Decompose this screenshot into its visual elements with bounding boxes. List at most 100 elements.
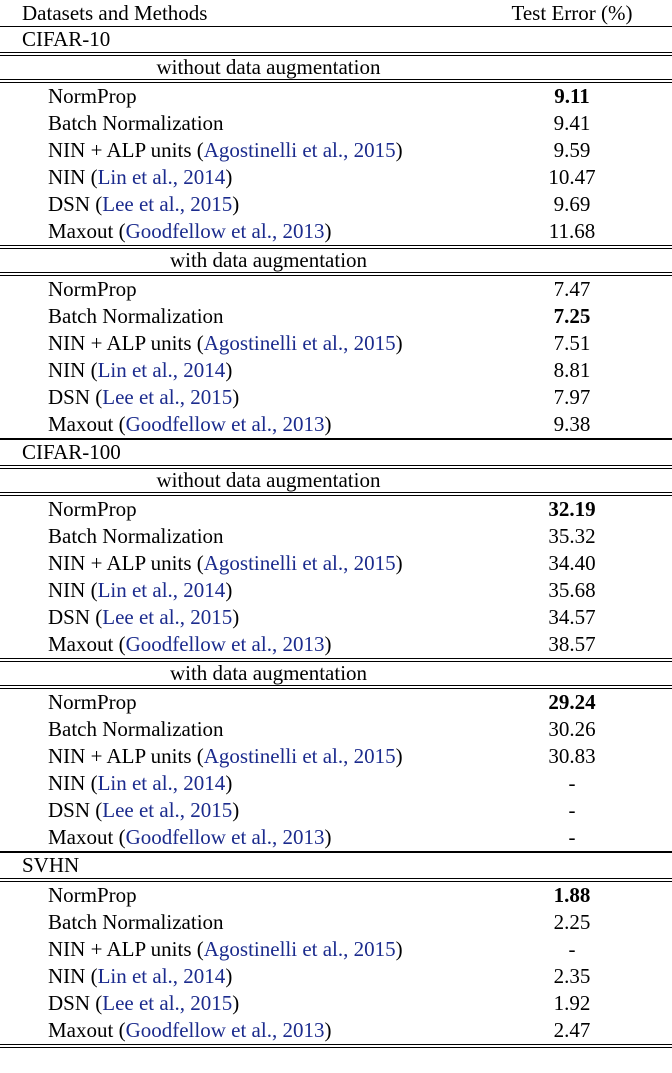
method-name-text: NIN (: [48, 358, 98, 382]
method-label-close-paren: ): [232, 991, 240, 1015]
method-name-text: NIN + ALP units (: [48, 551, 204, 575]
test-error-value: 38.57: [548, 632, 596, 656]
method-name-text: NIN (: [48, 165, 98, 189]
method-name-text: DSN (: [48, 192, 103, 216]
test-error-value: 1.88: [553, 883, 591, 907]
dataset-label: CIFAR-100: [22, 440, 121, 464]
method-label-close-paren: ): [232, 798, 240, 822]
test-error-value: 9.11: [554, 84, 590, 108]
method-label: NIN + ALP units (Agostinelli et al., 201…: [0, 331, 497, 356]
method-row: Maxout (Goodfellow et al., 2013) 38.57: [0, 631, 672, 658]
method-row: NIN + ALP units (Agostinelli et al., 201…: [0, 550, 672, 577]
method-row: Batch Normalization 7.25: [0, 303, 672, 330]
subtitle-label: without data augmentation: [156, 468, 381, 492]
citation-link[interactable]: Goodfellow et al., 2013: [125, 412, 325, 436]
test-error-value: 11.68: [548, 219, 596, 243]
dataset-row-svhn: SVHN: [0, 853, 672, 878]
method-label-close-paren: ): [324, 632, 332, 656]
citation-link[interactable]: Lee et al., 2015: [102, 798, 233, 822]
method-label-close-paren: ): [225, 358, 233, 382]
method-row: DSN (Lee et al., 2015) 7.97: [0, 384, 672, 411]
test-error-value: 9.59: [553, 138, 591, 162]
citation-link[interactable]: Agostinelli et al., 2015: [203, 138, 396, 162]
method-row: NIN + ALP units (Agostinelli et al., 201…: [0, 137, 672, 164]
subtitle-row-without-data-augmentation: without data augmentation: [0, 55, 672, 79]
citation-link[interactable]: Lee et al., 2015: [102, 991, 233, 1015]
method-name-text: Batch Normalization: [48, 524, 224, 548]
citation-link[interactable]: Goodfellow et al., 2013: [125, 219, 325, 243]
method-row: Maxout (Goodfellow et al., 2013) 11.68: [0, 218, 672, 245]
citation-link[interactable]: Agostinelli et al., 2015: [203, 551, 396, 575]
test-error-value: -: [568, 798, 576, 822]
method-label: Batch Normalization: [0, 111, 497, 136]
test-error-value: 32.19: [548, 497, 596, 521]
method-row: DSN (Lee et al., 2015) 1.92: [0, 990, 672, 1017]
citation-link[interactable]: Agostinelli et al., 2015: [203, 744, 396, 768]
method-name-text: NIN (: [48, 964, 98, 988]
method-label: NormProp: [0, 84, 497, 109]
method-label: Batch Normalization: [0, 717, 497, 742]
test-error-value: 7.47: [553, 277, 591, 301]
method-label: NIN (Lin et al., 2014): [0, 771, 497, 796]
method-label-close-paren: ): [232, 192, 240, 216]
method-row: Batch Normalization 35.32: [0, 523, 672, 550]
method-row: DSN (Lee et al., 2015) 9.69: [0, 191, 672, 218]
test-error-value: 8.81: [553, 358, 591, 382]
method-label: Maxout (Goodfellow et al., 2013): [0, 632, 497, 657]
method-name-text: DSN (: [48, 605, 103, 629]
citation-link[interactable]: Lee et al., 2015: [102, 192, 233, 216]
test-error-value: 34.40: [548, 551, 596, 575]
method-row: NIN (Lin et al., 2014) -: [0, 770, 672, 797]
citation-link[interactable]: Agostinelli et al., 2015: [203, 937, 396, 961]
citation-link[interactable]: Goodfellow et al., 2013: [125, 825, 325, 849]
rule-below-header: [0, 26, 672, 27]
citation-link[interactable]: Lin et al., 2014: [97, 165, 226, 189]
test-error-value: 30.83: [548, 744, 596, 768]
citation-link[interactable]: Lin et al., 2014: [97, 964, 226, 988]
method-label-close-paren: ): [395, 937, 403, 961]
method-row: NIN + ALP units (Agostinelli et al., 201…: [0, 743, 672, 770]
method-label: NIN (Lin et al., 2014): [0, 578, 497, 603]
subtitle-label: without data augmentation: [156, 55, 381, 79]
method-name-text: NIN + ALP units (: [48, 937, 204, 961]
method-row: NIN + ALP units (Agostinelli et al., 201…: [0, 330, 672, 357]
method-name-text: Maxout (: [48, 1018, 126, 1042]
citation-link[interactable]: Goodfellow et al., 2013: [125, 1018, 325, 1042]
method-name-text: NormProp: [48, 497, 137, 521]
method-label-close-paren: ): [395, 551, 403, 575]
method-row: Maxout (Goodfellow et al., 2013) 2.47: [0, 1017, 672, 1044]
citation-link[interactable]: Lee et al., 2015: [102, 605, 233, 629]
method-label: NormProp: [0, 497, 497, 522]
method-row: NIN + ALP units (Agostinelli et al., 201…: [0, 936, 672, 963]
citation-link[interactable]: Lee et al., 2015: [102, 385, 233, 409]
test-error-value: 2.35: [553, 964, 591, 988]
method-row: NormProp 29.24: [0, 689, 672, 716]
method-row: Batch Normalization 2.25: [0, 909, 672, 936]
citation-link[interactable]: Agostinelli et al., 2015: [203, 331, 396, 355]
citation-link[interactable]: Goodfellow et al., 2013: [125, 632, 325, 656]
method-name-text: NormProp: [48, 84, 137, 108]
test-error-value: 7.51: [553, 331, 591, 355]
method-label: Maxout (Goodfellow et al., 2013): [0, 825, 497, 850]
citation-link[interactable]: Lin et al., 2014: [97, 358, 226, 382]
rule-below-subtitle: [0, 492, 672, 496]
test-error-value: 30.26: [548, 717, 596, 741]
test-error-value: 29.24: [548, 690, 596, 714]
method-label: NIN + ALP units (Agostinelli et al., 201…: [0, 937, 497, 962]
test-error-value: 9.69: [553, 192, 591, 216]
method-name-text: Maxout (: [48, 632, 126, 656]
method-row: DSN (Lee et al., 2015) 34.57: [0, 604, 672, 631]
dataset-label: SVHN: [22, 853, 80, 877]
test-error-value: -: [568, 825, 576, 849]
test-error-value: -: [568, 771, 576, 795]
test-error-value: 1.92: [553, 991, 591, 1015]
method-label-close-paren: ): [395, 744, 403, 768]
test-error-value: 7.25: [553, 304, 591, 328]
citation-link[interactable]: Lin et al., 2014: [97, 578, 226, 602]
rule-between-blocks: [0, 658, 672, 662]
citation-link[interactable]: Lin et al., 2014: [97, 771, 226, 795]
method-label: NormProp: [0, 883, 497, 908]
method-row: NIN (Lin et al., 2014) 2.35: [0, 963, 672, 990]
method-label-close-paren: ): [225, 578, 233, 602]
method-name-text: Batch Normalization: [48, 910, 224, 934]
